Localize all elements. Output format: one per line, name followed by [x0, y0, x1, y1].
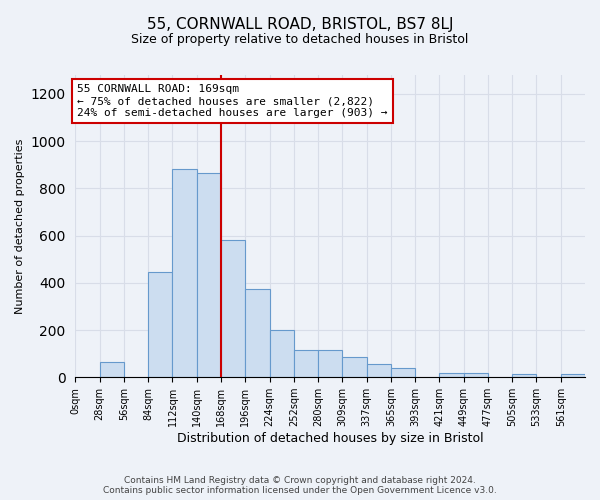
- Bar: [561, 374, 585, 377]
- Text: Contains HM Land Registry data © Crown copyright and database right 2024.: Contains HM Land Registry data © Crown c…: [124, 476, 476, 485]
- X-axis label: Distribution of detached houses by size in Bristol: Distribution of detached houses by size …: [177, 432, 484, 445]
- Bar: [197, 173, 221, 377]
- Y-axis label: Number of detached properties: Number of detached properties: [15, 138, 25, 314]
- Bar: [148, 272, 172, 377]
- Bar: [221, 240, 245, 377]
- Bar: [512, 374, 536, 377]
- Bar: [294, 350, 318, 377]
- Bar: [367, 364, 391, 377]
- Text: 55, CORNWALL ROAD, BRISTOL, BS7 8LJ: 55, CORNWALL ROAD, BRISTOL, BS7 8LJ: [147, 18, 453, 32]
- Bar: [100, 362, 124, 377]
- Bar: [464, 372, 488, 377]
- Bar: [439, 372, 464, 377]
- Bar: [245, 288, 269, 377]
- Text: 55 CORNWALL ROAD: 169sqm
← 75% of detached houses are smaller (2,822)
24% of sem: 55 CORNWALL ROAD: 169sqm ← 75% of detach…: [77, 84, 388, 117]
- Bar: [172, 170, 197, 377]
- Text: Contains public sector information licensed under the Open Government Licence v3: Contains public sector information licen…: [103, 486, 497, 495]
- Bar: [391, 368, 415, 377]
- Text: Size of property relative to detached houses in Bristol: Size of property relative to detached ho…: [131, 32, 469, 46]
- Bar: [343, 357, 367, 377]
- Bar: [269, 330, 294, 377]
- Bar: [318, 350, 343, 377]
